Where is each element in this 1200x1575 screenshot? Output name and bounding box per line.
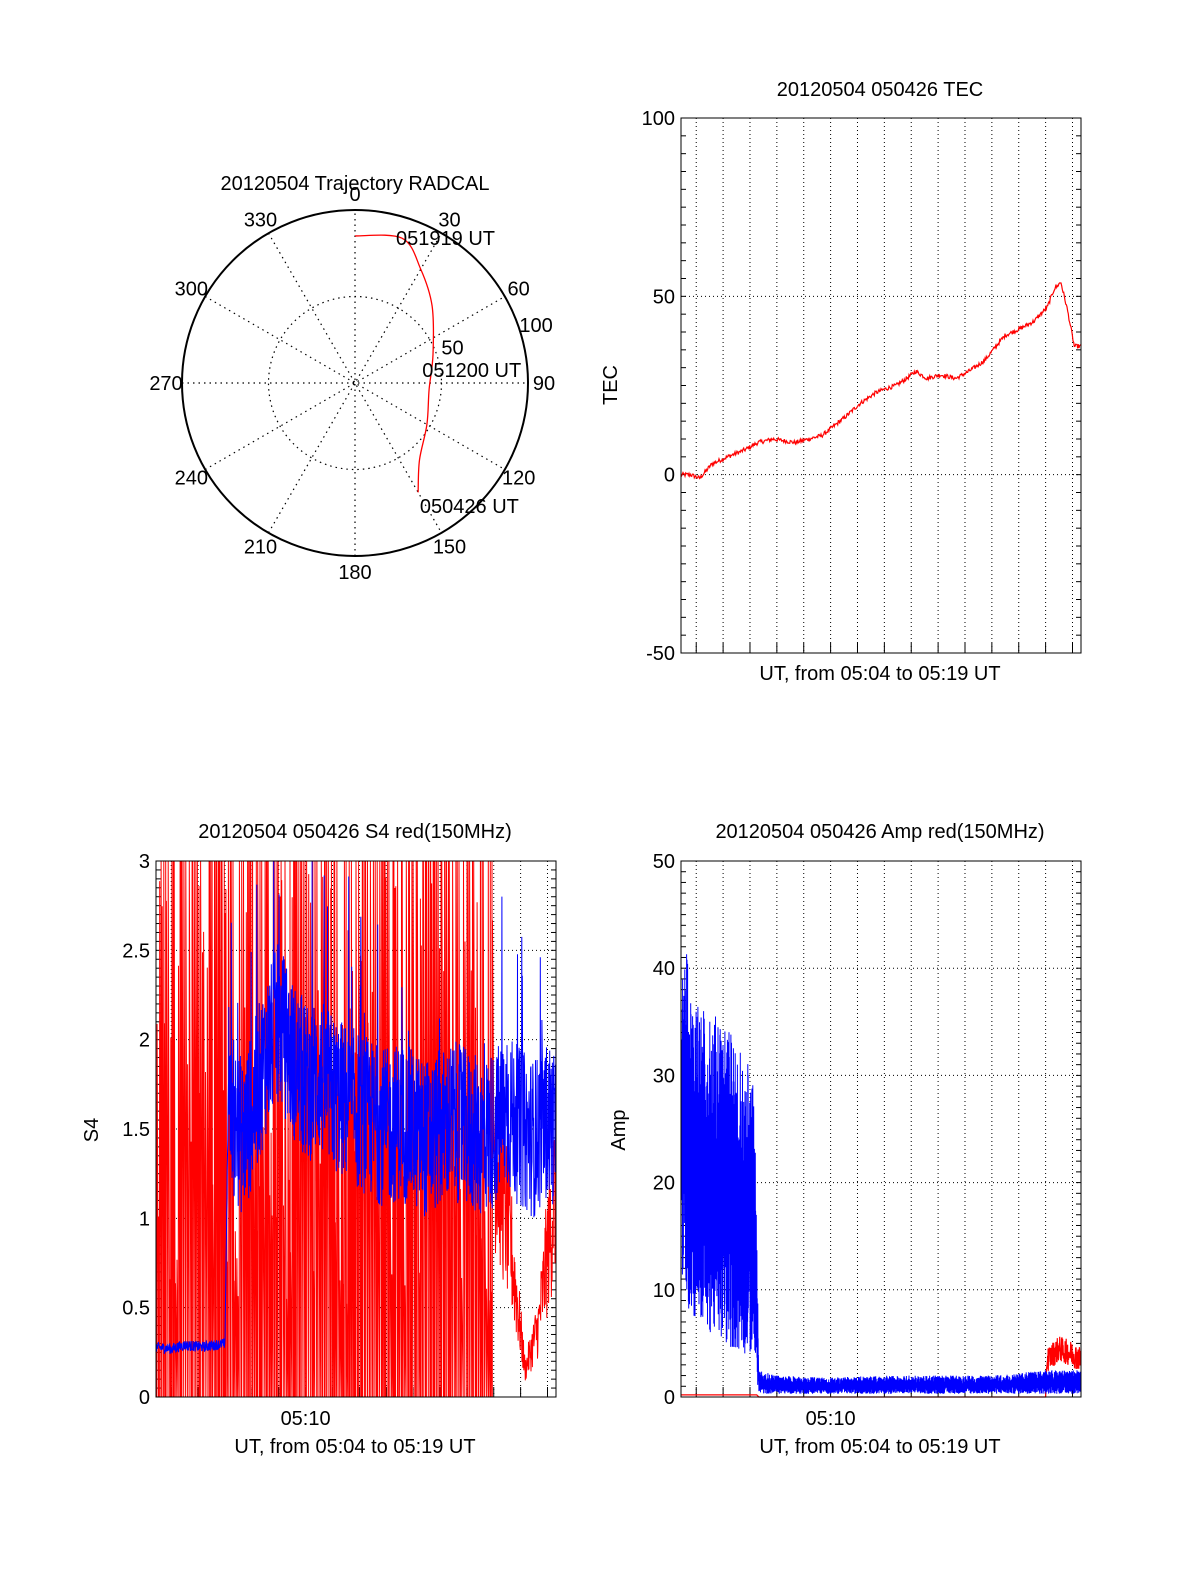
polar-radius-label: 50 <box>441 338 463 360</box>
polar-angle-label: 120 <box>502 468 535 490</box>
polar-time-annotation: 050426 UT <box>420 496 519 518</box>
amp-ytick-label: 10 <box>653 1280 675 1302</box>
s4-ytick-label: 1.5 <box>122 1119 150 1141</box>
amp-blue-line <box>680 954 1082 1394</box>
s4-title: 20120504 050426 S4 red(150MHz) <box>198 821 512 843</box>
tec-ytick-label: -50 <box>646 643 675 665</box>
tec-chart: 20120504 050426 TEC 100 50 0 -50 UT, from 0… <box>600 79 1082 685</box>
amp-ytick-label: 30 <box>653 1065 675 1087</box>
polar-annotations: 051919 UT 051200 UT 050426 UT <box>396 228 521 518</box>
tec-line <box>680 282 1082 480</box>
polar-radius-labels: 50 100 <box>441 315 552 359</box>
polar-trajectory-series <box>354 234 435 493</box>
amp-chart: 20120504 050426 Amp red(150MHz) 50 40 30 20… <box>608 821 1082 1458</box>
tec-tick-labels: 100 50 0 -50 <box>642 108 675 665</box>
polar-angle-labels: 0 30 60 90 120 150 180 210 240 270 300 330 <box>149 184 555 584</box>
s4-plot-frame <box>155 860 557 1398</box>
amp-ytick-label: 40 <box>653 958 675 980</box>
polar-trajectory-line <box>354 234 435 493</box>
tec-ytick-label: 50 <box>653 286 675 308</box>
s4-ytick-label: 2 <box>139 1030 150 1052</box>
amp-plot-frame <box>680 860 1082 1398</box>
polar-angle-label: 270 <box>149 373 182 395</box>
polar-angle-label: 0 <box>349 184 360 206</box>
polar-angle-label: 30 <box>438 209 460 231</box>
polar-title: 20120504 Trajectory RADCAL <box>220 173 489 195</box>
s4-ytick-label: 3 <box>139 851 150 873</box>
s4-blue-line <box>155 860 557 1354</box>
amp-xtick-label: 05:10 <box>806 1408 856 1430</box>
tec-ylabel: TEC <box>600 365 622 405</box>
polar-grid <box>181 209 529 557</box>
tec-ytick-label: 100 <box>642 108 675 130</box>
amp-ytick-label: 0 <box>664 1387 675 1409</box>
tec-series <box>680 282 1082 480</box>
s4-ytick-label: 1 <box>139 1208 150 1230</box>
tec-xlabel: UT, from 05:04 to 05:19 UT <box>759 663 1000 685</box>
s4-ytick-label: 0 <box>139 1387 150 1409</box>
s4-tick-labels: 3 2.5 2 1.5 1 0.5 0 05:10 <box>122 851 330 1430</box>
s4-series <box>155 860 557 1398</box>
amp-title: 20120504 050426 Amp red(150MHz) <box>715 821 1044 843</box>
tec-title: 20120504 050426 TEC <box>777 79 983 101</box>
s4-xtick-label: 05:10 <box>281 1408 331 1430</box>
polar-angle-label: 330 <box>244 209 277 231</box>
polar-trajectory-chart: 20120504 Trajectory RADCAL 0 30 60 90 120 150… <box>149 173 555 584</box>
polar-angle-label: 150 <box>433 537 466 559</box>
amp-ytick-label: 50 <box>653 851 675 873</box>
polar-angle-label: 300 <box>175 279 208 301</box>
tec-plot-frame <box>680 117 1082 654</box>
s4-xlabel: UT, from 05:04 to 05:19 UT <box>234 1436 475 1458</box>
polar-angle-label: 180 <box>338 562 371 584</box>
polar-time-annotation: 051200 UT <box>422 360 521 382</box>
s4-ylabel: S4 <box>81 1118 103 1142</box>
polar-time-annotation: 051919 UT <box>396 228 495 250</box>
tec-ytick-label: 0 <box>664 465 675 487</box>
polar-radius-label: 100 <box>519 315 552 337</box>
s4-chart: 20120504 050426 S4 red(150MHz) 3 2.5 2 1.5 1… <box>81 821 557 1458</box>
amp-ylabel: Amp <box>608 1109 630 1150</box>
polar-angle-label: 60 <box>508 279 530 301</box>
amp-xlabel: UT, from 05:04 to 05:19 UT <box>759 1436 1000 1458</box>
s4-ytick-label: 0.5 <box>122 1298 150 1320</box>
polar-angle-label: 210 <box>244 537 277 559</box>
amp-tick-labels: 50 40 30 20 10 0 05:10 <box>653 851 856 1430</box>
polar-angle-label: 240 <box>175 468 208 490</box>
s4-ytick-label: 2.5 <box>122 940 150 962</box>
amp-ytick-label: 20 <box>653 1173 675 1195</box>
polar-angle-label: 90 <box>533 373 555 395</box>
